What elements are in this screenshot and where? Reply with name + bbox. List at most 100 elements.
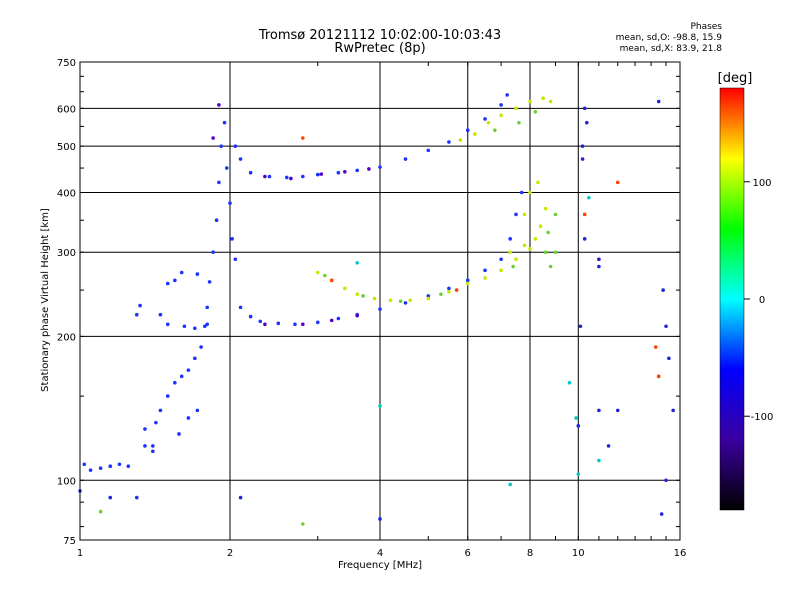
- data-point: [511, 264, 515, 269]
- data-point: [548, 264, 553, 269]
- data-point: [553, 250, 558, 255]
- data-point: [205, 322, 209, 327]
- data-point: [195, 408, 200, 413]
- data-point: [301, 136, 305, 140]
- data-point: [483, 117, 487, 121]
- y-tick-label: 600: [57, 104, 76, 115]
- plot-grid: [80, 62, 680, 540]
- data-point: [205, 305, 209, 310]
- data-point: [329, 278, 334, 283]
- data-point: [217, 103, 221, 107]
- data-point: [553, 212, 558, 217]
- data-point: [522, 212, 527, 217]
- data-point: [528, 190, 532, 195]
- data-point: [217, 180, 221, 185]
- data-point: [458, 138, 463, 142]
- data-point: [597, 264, 601, 269]
- data-point: [186, 368, 191, 372]
- data-point: [582, 237, 587, 241]
- data-point: [567, 380, 572, 385]
- colorbar-label: [deg]: [718, 71, 753, 86]
- y-tick-label: 750: [57, 58, 76, 69]
- x-tick-label: 1: [77, 548, 83, 559]
- data-point: [615, 180, 620, 185]
- colorbar: [719, 87, 745, 511]
- data-point: [173, 380, 177, 385]
- chart-subtitle: RwPretec (8p): [334, 41, 426, 56]
- data-point: [165, 394, 170, 398]
- data-point: [582, 212, 587, 217]
- data-point: [671, 408, 675, 413]
- data-point: [134, 495, 139, 500]
- data-point: [193, 356, 197, 361]
- data-point: [426, 296, 431, 301]
- data-point: [483, 268, 487, 273]
- data-point: [426, 148, 431, 153]
- data-point: [465, 278, 470, 283]
- data-point: [499, 113, 503, 118]
- data-point: [301, 322, 305, 327]
- data-point: [378, 307, 382, 311]
- data-point: [454, 288, 459, 292]
- data-point: [355, 168, 359, 173]
- data-point: [88, 468, 93, 472]
- data-point: [548, 99, 553, 104]
- data-point: [343, 286, 347, 291]
- data-point: [186, 416, 191, 420]
- data-point: [82, 462, 87, 467]
- data-point: [293, 322, 297, 327]
- data-point: [508, 237, 512, 241]
- data-point: [179, 270, 184, 275]
- data-point: [355, 292, 359, 297]
- phases-o-mode-stats: mean, sd,O: -98.8, 15.9: [615, 33, 722, 43]
- data-point: [248, 170, 253, 175]
- data-point: [597, 458, 601, 463]
- data-point: [195, 272, 200, 276]
- data-point: [499, 257, 503, 262]
- y-tick-label: 500: [57, 142, 76, 153]
- data-point: [276, 321, 281, 326]
- y-axis-ticks: 75 100 200 300 400 500 600 750: [57, 58, 680, 547]
- data-point: [126, 464, 131, 469]
- data-point: [398, 299, 403, 303]
- data-point: [238, 157, 243, 161]
- colorbar-ticks: 100 0 -100: [744, 178, 773, 423]
- data-point: [336, 170, 341, 175]
- phases-title: Phases: [690, 22, 722, 32]
- data-point: [211, 250, 215, 255]
- data-point: [514, 257, 518, 262]
- data-point: [343, 169, 347, 174]
- data-point: [158, 408, 163, 413]
- data-point: [219, 144, 223, 148]
- data-point: [315, 320, 320, 325]
- data-point: [263, 174, 267, 179]
- data-point: [214, 218, 219, 223]
- data-point: [372, 296, 377, 301]
- y-tick-label: 400: [57, 188, 76, 199]
- data-point: [473, 132, 477, 136]
- x-axis-label: Frequency [MHz]: [338, 560, 422, 571]
- data-point: [329, 318, 334, 323]
- x-tick-label: 2: [227, 548, 233, 559]
- data-point: [108, 464, 113, 469]
- data-point: [465, 281, 470, 286]
- data-point: [108, 495, 113, 500]
- data-point: [211, 136, 215, 140]
- data-point: [615, 408, 620, 413]
- data-point: [408, 298, 413, 303]
- data-point: [207, 280, 212, 284]
- data-point: [528, 246, 532, 251]
- data-point: [661, 288, 665, 292]
- x-tick-label: 10: [572, 548, 585, 559]
- data-point: [263, 322, 267, 327]
- data-point: [606, 444, 611, 448]
- x-tick-label: 4: [377, 548, 383, 559]
- data-point: [580, 157, 585, 161]
- data-point: [151, 444, 155, 448]
- data-point: [597, 408, 601, 413]
- data-point: [667, 356, 671, 361]
- data-point: [538, 224, 543, 229]
- data-point: [238, 305, 243, 310]
- data-point: [233, 257, 238, 262]
